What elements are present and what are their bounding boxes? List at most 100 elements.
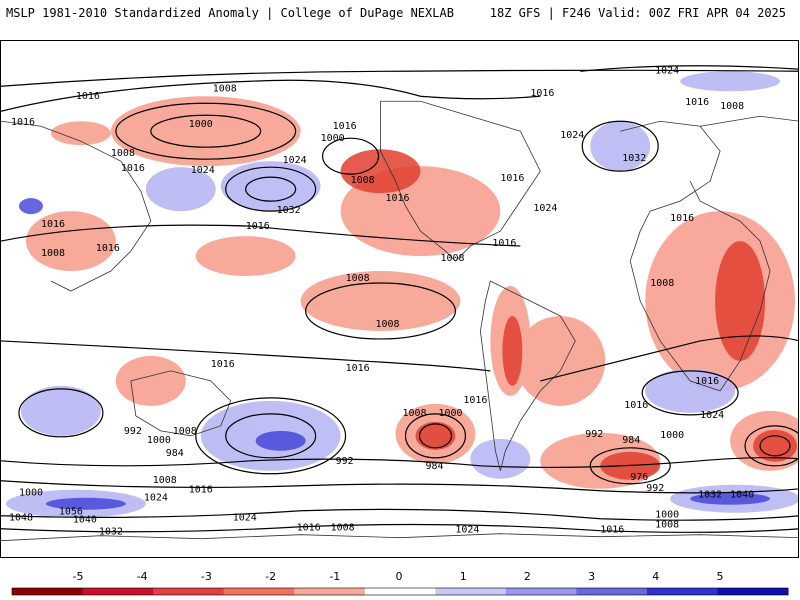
header: MSLP 1981-2010 Standardized Anomaly | Co…: [0, 0, 800, 32]
isobar: [225, 413, 317, 459]
model-run-valid-time: 18Z GFS | F246 Valid: 00Z FRI APR 04 202…: [489, 6, 786, 20]
colorbar-segment: [435, 588, 507, 595]
isobar-label: 992: [585, 429, 603, 440]
isobar-label: 1016: [96, 243, 120, 254]
isobar: [1, 523, 798, 533]
isobar-label: 1008: [440, 253, 464, 264]
isobar-label: 1016: [246, 221, 270, 232]
anomaly-area: [645, 368, 736, 413]
isobar: [18, 388, 104, 438]
colorbar-outline: [11, 587, 789, 596]
anomaly-area: [220, 161, 321, 212]
anomaly-area: [115, 355, 186, 406]
colorbar-segment: [646, 588, 718, 595]
map-title: MSLP 1981-2010 Standardized Anomaly | Co…: [6, 6, 454, 20]
anomaly-core: [715, 241, 766, 361]
colorbar-segment: [223, 588, 295, 595]
anomaly-colorbar: -5 -4 -3 -2 -1 0 1 2 3 4 5: [0, 570, 800, 600]
colorbar-tick-label: -2: [265, 570, 277, 583]
isobar-label: 1016: [297, 523, 321, 534]
anomaly-core: [502, 315, 523, 386]
isobar-label: 1008: [213, 83, 237, 94]
isobar-label: 1016: [41, 219, 65, 230]
isobar: [305, 282, 457, 340]
positive-anomaly-shading: [5, 71, 798, 518]
isobar: [759, 435, 791, 457]
colorbar-tick-label: 2: [523, 570, 531, 583]
anomaly-core: [18, 198, 43, 215]
colorbar-segment: [505, 588, 577, 595]
isobar-label: 1016: [211, 359, 235, 370]
isobar-label: 1008: [650, 278, 674, 289]
coastlines: [1, 100, 798, 542]
colorbar-segment: [717, 588, 789, 595]
isobar: [581, 120, 659, 172]
antarctica-outline: [1, 533, 798, 542]
anomaly-area: [680, 71, 781, 92]
anomaly-area: [515, 315, 606, 406]
isobar-label: 1008: [111, 148, 135, 159]
anomaly-core: [255, 430, 306, 451]
europe-africa-outline: [620, 120, 771, 392]
isobar-label: 1032: [99, 527, 123, 538]
isobar-label: 984: [622, 435, 640, 446]
isobar-label: 1008: [153, 475, 177, 486]
isobar-label: 1008: [655, 520, 679, 531]
isobar-label: 1032: [277, 205, 301, 216]
isobar: [1, 508, 798, 521]
australia-outline: [130, 370, 232, 437]
isobar-label: 992: [124, 426, 142, 437]
isobar: [225, 166, 317, 212]
isobar-label: 984: [166, 448, 184, 459]
isobar: [404, 413, 467, 459]
south-america-outline: [479, 280, 576, 471]
isobar: [150, 114, 262, 148]
isobar-label: 1040: [73, 515, 97, 526]
isobar: [1, 457, 798, 469]
isobar-label: 1024: [455, 525, 479, 536]
isobar-label: 1016: [386, 193, 410, 204]
isobar-label: 1016: [121, 163, 145, 174]
isobar-label: 976: [630, 472, 648, 483]
isobar-label: 1016: [346, 363, 370, 374]
anomaly-map: 1016 1008 1016 1000 1008 1016 1024 1032 …: [0, 40, 799, 558]
anomaly-area: [20, 385, 101, 436]
isobar-label: 1008: [376, 319, 400, 330]
isobar-label: 1016: [600, 525, 624, 536]
isobars: [1, 65, 798, 533]
colorbar-tick-label: -1: [329, 570, 341, 583]
colorbar-segment: [82, 588, 154, 595]
isobar: [1, 79, 541, 112]
isobar-label: 1040: [730, 490, 754, 501]
isobar-label: 1024: [700, 410, 724, 421]
colorbar-tick-label: 0: [395, 570, 403, 583]
anomaly-core: [415, 421, 456, 450]
isobar-label: 1000: [438, 408, 462, 419]
strong-positive-anomaly: [18, 198, 771, 510]
isobar-label: 1000: [19, 488, 43, 499]
colorbar-tick-label: -4: [136, 570, 148, 583]
colorbar-strip: [11, 587, 789, 596]
isobar-label: 1016: [695, 376, 719, 387]
isobar-label: 1016: [492, 238, 516, 249]
anomaly-area: [25, 211, 116, 272]
isobar-label: 1008: [346, 273, 370, 284]
isobar: [115, 102, 297, 160]
isobar: [245, 176, 297, 202]
map-canvas: 1016 1008 1016 1000 1008 1016 1024 1032 …: [1, 65, 798, 542]
anomaly-area: [50, 121, 111, 146]
colorbar-tick-label: -3: [200, 570, 212, 583]
isobar-label: 1024: [560, 130, 584, 141]
isobar-label: 1000: [655, 510, 679, 521]
isobar: [580, 65, 798, 72]
isobar-label: 1008: [41, 248, 65, 259]
colorbar-tick-label: 1: [459, 570, 467, 583]
isobar-label: 992: [336, 456, 354, 467]
isobar-label: 1000: [189, 119, 213, 130]
isobar: [589, 447, 671, 485]
colorbar-segment: [364, 588, 436, 595]
isobar-label: 1000: [660, 430, 684, 441]
anomaly-core: [690, 492, 771, 505]
isobar-label: 1024: [655, 65, 679, 76]
colorbar-segment: [153, 588, 225, 595]
